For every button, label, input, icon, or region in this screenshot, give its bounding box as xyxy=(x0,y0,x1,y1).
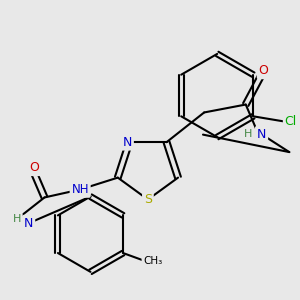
Text: H: H xyxy=(244,129,252,139)
Text: O: O xyxy=(30,161,40,174)
Text: NH: NH xyxy=(71,183,89,196)
Text: S: S xyxy=(144,193,152,206)
Text: H: H xyxy=(13,214,21,224)
Text: Cl: Cl xyxy=(285,115,297,128)
Text: N: N xyxy=(123,136,132,149)
Text: CH₃: CH₃ xyxy=(143,256,162,266)
Text: O: O xyxy=(259,64,269,77)
Text: N: N xyxy=(257,128,266,141)
Text: N: N xyxy=(24,217,33,230)
